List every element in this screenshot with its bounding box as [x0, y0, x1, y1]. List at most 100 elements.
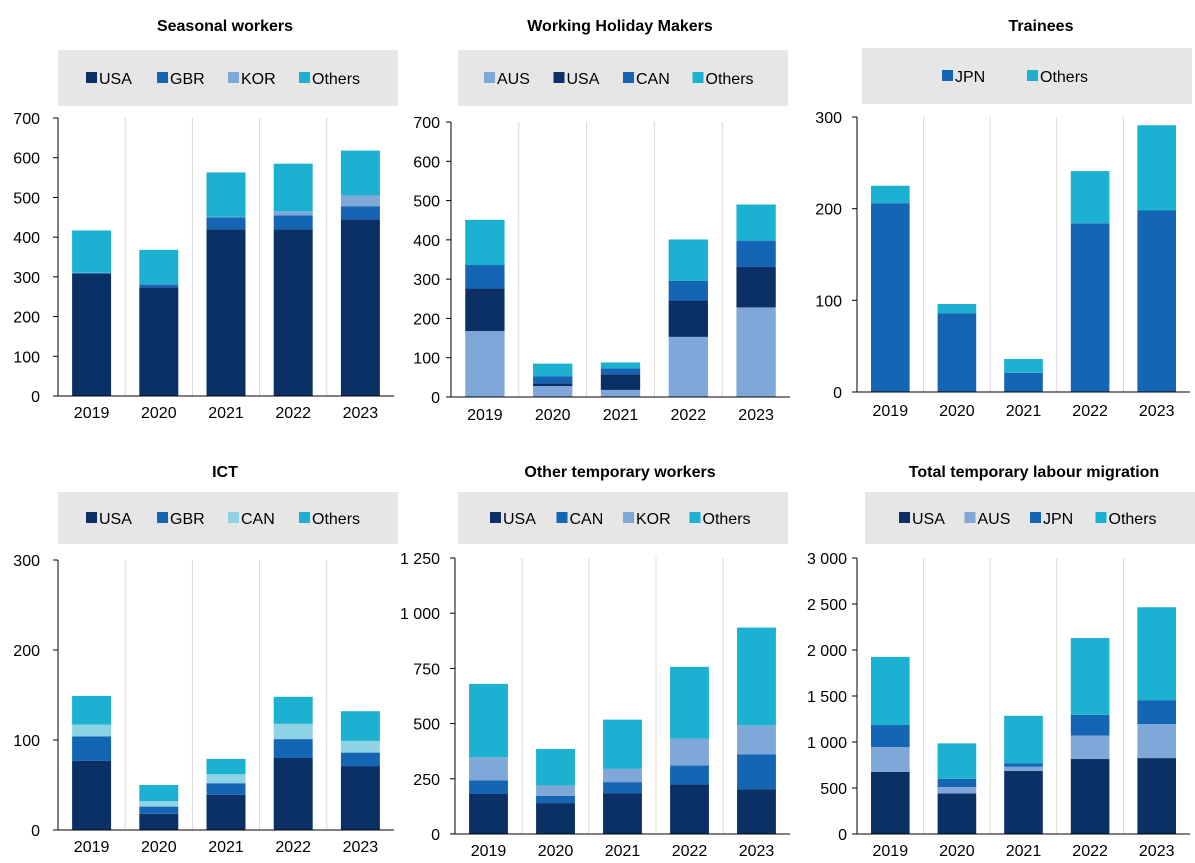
- bar-segment-kor-2022: [670, 739, 709, 766]
- bar-segment-can-2021: [603, 782, 642, 793]
- bar-segment-jpn-2023: [1137, 700, 1176, 724]
- bar-segment-can-2023: [736, 241, 775, 267]
- y-tick-label: 100: [13, 349, 40, 366]
- bar-segment-usa-2021: [1004, 771, 1043, 834]
- legend-swatch: [1096, 512, 1107, 523]
- bar-segment-gbr-2023: [341, 753, 380, 767]
- legend-swatch: [157, 72, 168, 83]
- bar-segment-jpn-2020: [938, 779, 977, 787]
- bar-segment-others-2021: [207, 172, 246, 216]
- x-tick-label: 2023: [343, 405, 379, 422]
- bar-segment-others-2023: [1137, 607, 1176, 700]
- y-tick-label: 1 000: [807, 735, 847, 752]
- bar-segment-others-2022: [274, 697, 313, 724]
- bar-segment-gbr-2022: [274, 215, 313, 229]
- x-tick-label: 2021: [603, 407, 639, 424]
- bar-segment-usa-2021: [601, 374, 640, 390]
- legend-swatch: [86, 512, 97, 523]
- x-tick-label: 2019: [74, 839, 110, 856]
- bar-segment-usa-2023: [1137, 758, 1176, 834]
- bar-segment-jpn-2022: [1071, 715, 1110, 736]
- bar-segment-usa-2022: [669, 300, 708, 337]
- bar-segment-others-2020: [938, 743, 977, 778]
- bar-segment-gbr-2019: [72, 736, 111, 760]
- bar-segment-aus-2021: [1004, 767, 1043, 771]
- bar-segment-usa-2019: [871, 772, 910, 834]
- legend-swatch: [693, 72, 704, 83]
- bar-segment-can-2019: [469, 780, 508, 793]
- legend-label: AUS: [978, 511, 1011, 528]
- legend-label: USA: [99, 511, 132, 528]
- bar-segment-aus-2022: [1071, 736, 1110, 759]
- bar-segment-usa-2019: [72, 761, 111, 830]
- bar-segment-gbr-2020: [139, 284, 178, 287]
- bar-segment-aus-2020: [533, 386, 572, 397]
- x-tick-label: 2023: [343, 839, 379, 856]
- x-tick-label: 2020: [939, 403, 975, 420]
- chart-title: ICT: [212, 464, 238, 481]
- bar-segment-others-2020: [139, 785, 178, 801]
- bar-segment-aus-2023: [736, 307, 775, 397]
- x-tick-label: 2019: [471, 843, 507, 858]
- bar-segment-aus-2021: [601, 390, 640, 397]
- legend-label: USA: [503, 511, 536, 528]
- chart-title: Trainees: [1009, 18, 1074, 35]
- y-tick-label: 600: [413, 154, 440, 171]
- y-tick-label: 600: [13, 151, 40, 168]
- bar-segment-others-2020: [139, 250, 178, 284]
- bar-segment-usa-2019: [469, 794, 508, 834]
- x-tick-label: 2021: [1006, 403, 1042, 420]
- bar-segment-others-2019: [465, 220, 504, 265]
- bar-segment-can-2022: [669, 281, 708, 301]
- bar-segment-others-2021: [601, 362, 640, 368]
- legend-label: Others: [1109, 511, 1157, 528]
- y-tick-label: 1 250: [400, 551, 440, 568]
- legend-label: USA: [912, 511, 945, 528]
- bar-segment-others-2023: [737, 628, 776, 726]
- bar-segment-kor-2021: [603, 769, 642, 782]
- bar-segment-others-2021: [603, 720, 642, 769]
- x-tick-label: 2022: [275, 405, 311, 422]
- legend-label: Others: [312, 71, 360, 88]
- bar-segment-others-2022: [1071, 171, 1110, 223]
- y-tick-label: 700: [413, 115, 440, 132]
- x-tick-label: 2022: [275, 839, 311, 856]
- bar-segment-usa-2021: [603, 793, 642, 834]
- legend-label: KOR: [636, 511, 671, 528]
- y-tick-label: 200: [815, 202, 842, 219]
- y-tick-label: 1 000: [400, 606, 440, 623]
- legend-swatch: [299, 512, 310, 523]
- bar-segment-usa-2019: [72, 274, 111, 396]
- bar-segment-others-2023: [1137, 125, 1176, 210]
- y-tick-label: 500: [413, 194, 440, 211]
- legend-swatch: [623, 512, 634, 523]
- bar-segment-jpn-2021: [1004, 373, 1043, 392]
- bar-segment-usa-2020: [536, 803, 575, 834]
- bar-segment-can-2020: [533, 376, 572, 383]
- bar-segment-usa-2021: [207, 795, 246, 830]
- bar-segment-kor-2019: [469, 757, 508, 780]
- y-tick-label: 300: [13, 270, 40, 287]
- y-tick-label: 0: [431, 390, 440, 407]
- bar-segment-can-2021: [601, 368, 640, 374]
- bar-segment-usa-2023: [737, 789, 776, 834]
- bar-segment-aus-2019: [465, 331, 504, 397]
- bar-segment-usa-2023: [341, 219, 380, 396]
- bar-segment-usa-2020: [533, 383, 572, 386]
- y-tick-label: 300: [815, 110, 842, 127]
- bar-segment-can-2019: [465, 265, 504, 289]
- bar-segment-kor-2023: [341, 195, 380, 206]
- bar-segment-others-2020: [533, 364, 572, 377]
- y-tick-label: 3 000: [807, 551, 847, 568]
- y-tick-label: 2 500: [807, 597, 847, 614]
- bar-segment-can-2022: [670, 766, 709, 785]
- bar-segment-others-2020: [938, 304, 977, 313]
- bar-segment-kor-2020: [536, 785, 575, 795]
- bar-segment-usa-2021: [207, 229, 246, 396]
- legend-label: USA: [567, 71, 600, 88]
- y-tick-label: 200: [13, 310, 40, 327]
- bar-segment-usa-2022: [1071, 759, 1110, 834]
